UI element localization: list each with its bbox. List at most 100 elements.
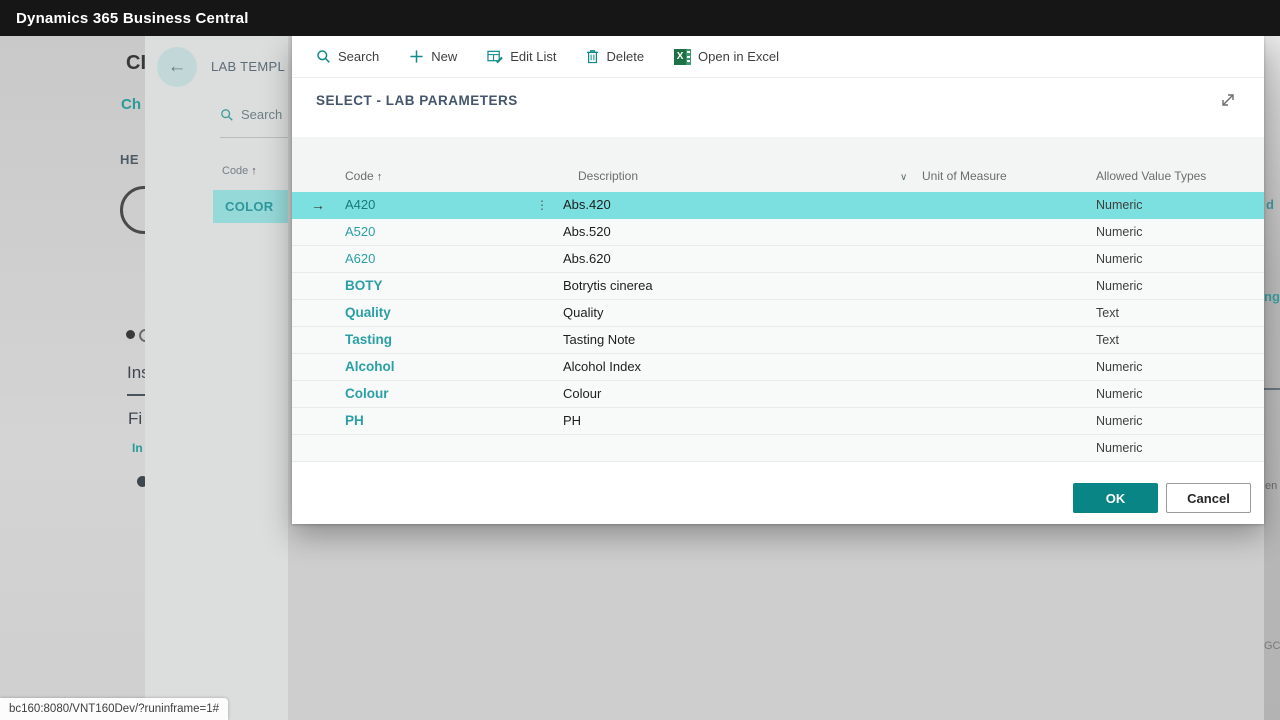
bg-line-fragment — [1264, 388, 1280, 390]
row-code-link[interactable]: Quality — [345, 305, 391, 320]
row-allowed-value-type: Text — [1096, 333, 1119, 347]
row-code-link[interactable]: A520 — [345, 224, 376, 239]
table-header: Code ↑ Description ∨ Unit of Measure Allo… — [292, 137, 1264, 192]
row-allowed-value-type: Numeric — [1096, 198, 1143, 212]
cancel-button[interactable]: Cancel — [1166, 483, 1251, 513]
delete-button[interactable]: Delete — [586, 49, 644, 64]
table-row[interactable]: A620 Abs.620 Numeric — [292, 246, 1264, 273]
table-row[interactable]: Colour Colour Numeric — [292, 381, 1264, 408]
table-row[interactable]: Alcohol Alcohol Index Numeric — [292, 354, 1264, 381]
edit-list-button[interactable]: Edit List — [487, 49, 556, 64]
divider — [220, 137, 288, 138]
bg-panel-title: LAB TEMPL — [211, 59, 285, 74]
table-row[interactable]: Numeric — [292, 435, 1264, 462]
bg-fragment-text: HE — [120, 152, 140, 167]
bg-fragment-text: ng — [1264, 289, 1280, 304]
bg-underline-fragment — [127, 394, 145, 396]
expand-dialog-icon[interactable] — [1218, 90, 1238, 110]
dimmed-background-right: d ng en GC — [1264, 36, 1280, 720]
search-icon — [221, 108, 233, 121]
row-allowed-value-type: Numeric — [1096, 387, 1143, 401]
row-code-link[interactable]: A620 — [345, 251, 376, 266]
table-row[interactable]: BOTY Botrytis cinerea Numeric — [292, 273, 1264, 300]
open-in-excel-button[interactable]: X Open in Excel — [674, 48, 779, 65]
row-description: Botrytis cinerea — [563, 278, 653, 293]
search-label: Search — [338, 49, 380, 64]
bg-fragment-text: GC — [1264, 640, 1280, 652]
row-code-link[interactable]: BOTY — [345, 278, 383, 293]
row-allowed-value-type: Numeric — [1096, 441, 1143, 455]
new-button[interactable]: New — [409, 49, 457, 64]
dimmed-background-panel: ← LAB TEMPL Search Code ↑ COLOR — [145, 36, 288, 720]
bg-panel-code-header: Code ↑ — [222, 165, 257, 177]
bg-panel-search-label: Search — [241, 107, 283, 122]
open-in-excel-label: Open in Excel — [698, 49, 779, 64]
bg-circle-fragment — [120, 186, 145, 234]
table-row[interactable]: A520 Abs.520 Numeric — [292, 219, 1264, 246]
delete-label: Delete — [606, 49, 645, 64]
row-ellipsis-icon[interactable]: ⋮ — [536, 198, 548, 212]
bg-fragment-text: en — [1265, 480, 1278, 492]
ok-button[interactable]: OK — [1073, 483, 1158, 513]
row-code-link[interactable]: Colour — [345, 386, 389, 401]
bg-bullet-icon — [137, 476, 145, 487]
row-description: Quality — [563, 305, 604, 320]
row-description: Colour — [563, 386, 602, 401]
table-row[interactable]: PH PH Numeric — [292, 408, 1264, 435]
dimmed-background-left: CI Ch HE Ins Fi In — [0, 36, 145, 720]
app-title: Dynamics 365 Business Central — [16, 9, 249, 27]
search-button[interactable]: Search — [316, 49, 379, 64]
bg-bullet-icon — [139, 329, 145, 342]
row-code-link[interactable]: PH — [345, 413, 364, 428]
table-row[interactable]: → A420 ⋮ Abs.420 Numeric — [292, 192, 1264, 219]
edit-list-icon — [487, 49, 503, 64]
row-code-link[interactable]: Alcohol — [345, 359, 395, 374]
row-description: Alcohol Index — [563, 359, 642, 374]
dialog-toolbar: Search New Edit List — [292, 36, 1264, 78]
bg-panel-selected-row: COLOR — [213, 190, 288, 223]
sort-ascending-icon: ↑ — [376, 171, 383, 183]
back-arrow-icon: ← — [167, 56, 187, 77]
row-allowed-value-type: Numeric — [1096, 279, 1143, 293]
status-url-bar: bc160:8080/VNT160Dev/?runinframe=1# — [0, 698, 229, 720]
row-code-link[interactable]: Tasting — [345, 332, 392, 347]
column-header-description[interactable]: Description — [578, 169, 639, 183]
bg-fragment-text: Fi — [128, 409, 143, 428]
row-description: Tasting Note — [563, 332, 636, 347]
table-row[interactable]: Tasting Tasting Note Text — [292, 327, 1264, 354]
back-button: ← — [157, 47, 197, 87]
selected-row-arrow-icon: → — [311, 197, 325, 213]
column-header-code[interactable]: Code ↑ — [345, 169, 383, 183]
bg-fragment-text: In — [132, 441, 143, 455]
row-allowed-value-type: Text — [1096, 306, 1119, 320]
bg-fragment-text: Ins — [127, 363, 145, 382]
row-description: Abs.520 — [563, 224, 611, 239]
table-body: → A420 ⋮ Abs.420 Numeric A520 Abs.520 Numeric A6… — [292, 192, 1264, 462]
row-description: Abs.420 — [563, 197, 611, 212]
row-description: Abs.620 — [563, 251, 611, 266]
bg-fragment-text: d — [1266, 197, 1274, 212]
row-allowed-value-type: Numeric — [1096, 360, 1143, 374]
row-code-link[interactable]: A420 — [345, 197, 376, 212]
dialog-title: SELECT - LAB PARAMETERS — [316, 93, 518, 108]
excel-icon: X — [674, 48, 692, 65]
plus-icon — [409, 49, 424, 64]
row-allowed-value-type: Numeric — [1096, 252, 1143, 266]
search-icon — [316, 49, 331, 64]
bg-panel-search: Search — [220, 107, 282, 122]
bg-fragment-text: Ch — [121, 96, 141, 113]
column-header-unit-of-measure[interactable]: Unit of Measure — [922, 169, 1007, 183]
select-lab-parameters-dialog: Search New Edit List — [292, 36, 1264, 524]
row-allowed-value-type: Numeric — [1096, 414, 1143, 428]
new-label: New — [431, 49, 458, 64]
status-url: bc160:8080/VNT160Dev/?runinframe=1# — [9, 703, 220, 715]
row-allowed-value-type: Numeric — [1096, 225, 1143, 239]
app-title-bar: Dynamics 365 Business Central — [0, 0, 1280, 36]
chevron-down-icon[interactable]: ∨ — [900, 172, 908, 183]
edit-list-label: Edit List — [510, 49, 557, 64]
table-row[interactable]: Quality Quality Text — [292, 300, 1264, 327]
column-header-allowed-value-types[interactable]: Allowed Value Types — [1096, 169, 1207, 183]
sort-ascending-icon: ↑ — [251, 165, 257, 177]
row-description: PH — [563, 413, 582, 428]
trash-icon — [586, 49, 599, 64]
